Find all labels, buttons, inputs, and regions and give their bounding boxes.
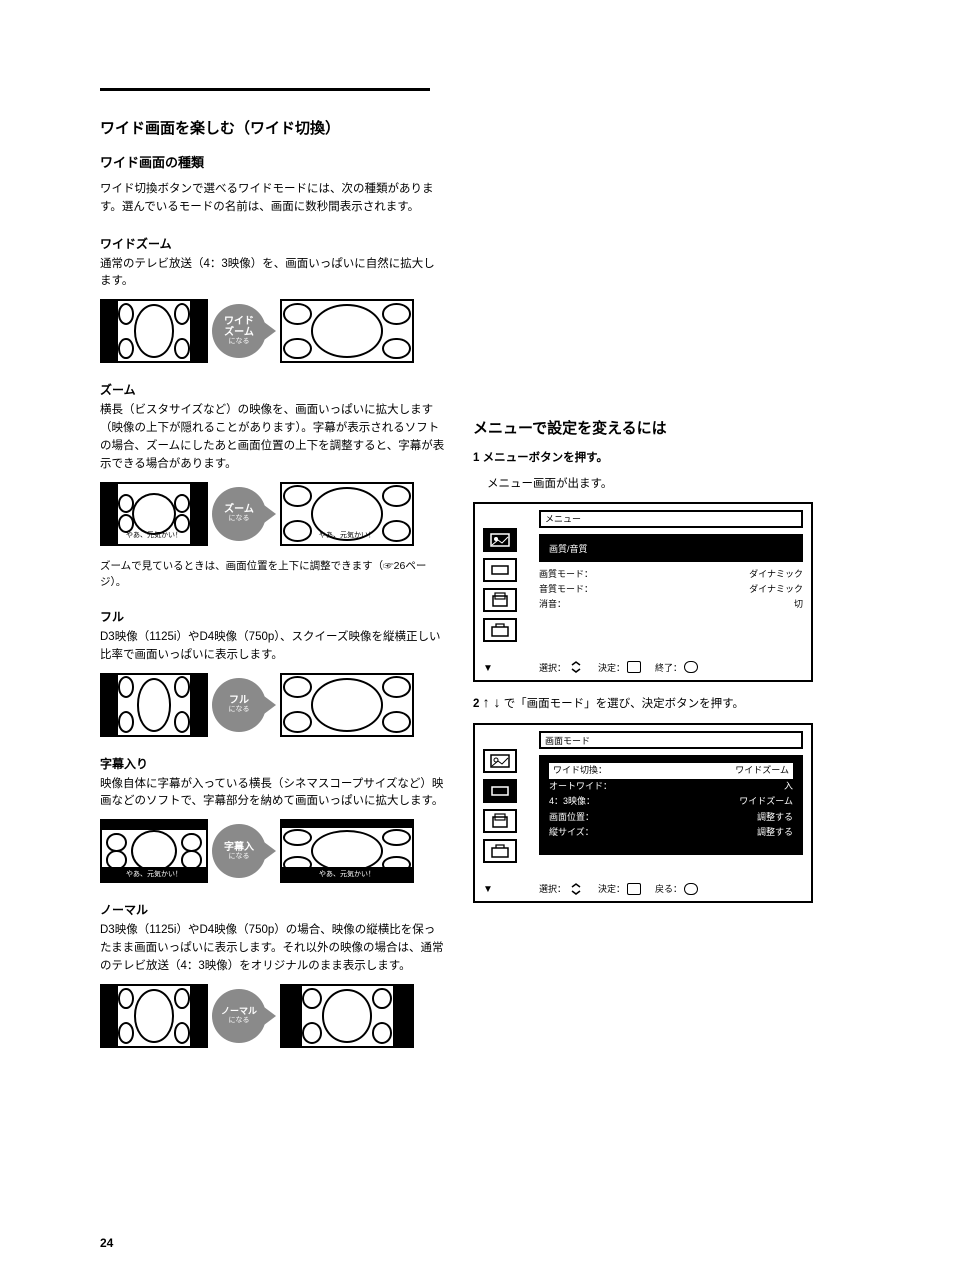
menu-content-1: 画質/音質 — [539, 534, 803, 562]
page-number: 24 — [100, 1236, 113, 1250]
menu-icon-channel — [483, 809, 517, 833]
arrow-right-icon — [264, 842, 276, 860]
diagram-row: フル になる — [100, 673, 445, 737]
step-1: 1 メニューボタンを押す。 — [473, 450, 853, 468]
mode-desc: D3映像（1125i）やD4映像（750p）、スクイーズ映像を縦横正しい比率で画… — [100, 629, 445, 665]
before-screen: やあ、元気かい！ — [100, 482, 208, 546]
menu-side-icons — [483, 528, 529, 642]
intro-text: ワイド切換ボタンで選べるワイドモードには、次の種類があります。選んでいるモードの… — [100, 181, 445, 217]
exit-key-icon — [684, 661, 698, 673]
mode-title: ワイドズーム — [100, 235, 445, 252]
mode-title: ズーム — [100, 381, 445, 398]
mode-desc: 映像自体に字幕が入っている横長（シネマスコープサイズなど）映画などのソフトで、字… — [100, 776, 445, 812]
arrow-right-icon — [264, 322, 276, 340]
arrow-right-icon — [264, 505, 276, 523]
menu-icon-screen — [483, 779, 517, 803]
mode-zoom: ズーム 横長（ビスタサイズなど）の映像を、画面いっぱいに拡大します（映像の上下が… — [100, 381, 445, 590]
page-title: ワイド画面を楽しむ（ワイド切換） — [100, 117, 445, 138]
menu-header: 画面モード — [539, 731, 803, 749]
after-screen — [280, 984, 414, 1048]
menu-icon-picture — [483, 749, 517, 773]
right-title: メニューで設定を変えるには — [473, 417, 853, 438]
scroll-down-icon: ▼ — [483, 663, 493, 674]
diagram-row: やあ、元気かい！ 字幕入 になる やあ、元気かい！ — [100, 819, 445, 883]
updown-icon-text: ↑ ↓ — [483, 694, 501, 710]
mode-full: フル D3映像（1125i）やD4映像（750p）、スクイーズ映像を縦横正しい比… — [100, 608, 445, 737]
diagram-row: やあ、元気かい！ ズーム になる やあ、元気かい！ — [100, 482, 445, 546]
after-screen — [280, 673, 414, 737]
menu-icon-picture — [483, 528, 517, 552]
menu-header: メニュー — [539, 510, 803, 528]
enter-key-icon — [627, 883, 641, 895]
left-column: ワイド画面を楽しむ（ワイド切換） ワイド画面の種類 ワイド切換ボタンで選べるワイ… — [100, 117, 445, 1060]
menu-side-icons — [483, 749, 529, 863]
mode-badge: ノーマル になる — [212, 989, 266, 1043]
subtitle: ワイド画面の種類 — [100, 152, 445, 171]
right-column: メニューで設定を変えるには 1 メニューボタンを押す。 メニュー画面が出ます。 … — [473, 117, 853, 1060]
before-screen — [100, 299, 208, 363]
menu-box-title: 画質/音質 — [549, 543, 588, 557]
menu-footer: 選択： 決定： 戻る： — [539, 882, 803, 895]
enter-key-icon — [627, 661, 641, 673]
menu-icon-setup — [483, 618, 517, 642]
menu-panel-2: 画面モード ワイド切換：ワイドズーム — [473, 723, 813, 903]
menu-panel-1: メニュー 画質/音質 — [473, 502, 813, 682]
mode-subtitle: 字幕入り 映像自体に字幕が入っている横長（シネマスコープサイズなど）映画などのソ… — [100, 755, 445, 884]
caption-text: やあ、元気かい！ — [282, 530, 412, 540]
before-screen — [100, 984, 208, 1048]
after-screen — [280, 299, 414, 363]
step-1-sub: メニュー画面が出ます。 — [487, 476, 853, 494]
mode-badge: ワイド ズーム になる — [212, 304, 266, 358]
caption-text: やあ、元気かい！ — [118, 530, 191, 540]
mode-desc: 通常のテレビ放送（4：3映像）を、画面いっぱいに自然に拡大します。 — [100, 256, 445, 292]
menu-icon-channel — [483, 588, 517, 612]
updown-icon — [568, 661, 584, 673]
arrow-right-icon — [264, 1007, 276, 1025]
mode-badge: フル になる — [212, 678, 266, 732]
before-screen — [100, 673, 208, 737]
menu-footer: 選択： 決定： 終了： — [539, 661, 803, 674]
step-2: 2 ↑ ↓ で「画面モード」を選び、決定ボタンを押す。 — [473, 692, 853, 714]
before-screen: やあ、元気かい！ — [100, 819, 208, 883]
caption-bar: やあ、元気かい！ — [282, 867, 412, 881]
menu-icon-setup — [483, 839, 517, 863]
scroll-down-icon: ▼ — [483, 884, 493, 895]
mode-title: ノーマル — [100, 901, 445, 918]
diagram-row: ノーマル になる — [100, 984, 445, 1048]
mode-title: フル — [100, 608, 445, 625]
mode-title: 字幕入り — [100, 755, 445, 772]
mode-widezoom: ワイドズーム 通常のテレビ放送（4：3映像）を、画面いっぱいに自然に拡大します。… — [100, 235, 445, 364]
mode-desc: 横長（ビスタサイズなど）の映像を、画面いっぱいに拡大します（映像の上下が隠れるこ… — [100, 402, 445, 473]
after-screen: やあ、元気かい！ — [280, 819, 414, 883]
zoom-note: ズームで見ているときは、画面位置を上下に調整できます（☞26ページ）。 — [100, 558, 445, 591]
caption-bar: やあ、元気かい！ — [102, 867, 206, 881]
mode-desc: D3映像（1125i）やD4映像（750p）の場合、映像の縦横比を保ったまま画面… — [100, 922, 445, 975]
updown-icon — [568, 883, 584, 895]
mode-badge: ズーム になる — [212, 487, 266, 541]
mode-normal: ノーマル D3映像（1125i）やD4映像（750p）の場合、映像の縦横比を保っ… — [100, 901, 445, 1047]
back-key-icon — [684, 883, 698, 895]
mode-badge: 字幕入 になる — [212, 824, 266, 878]
menu-icon-screen — [483, 558, 517, 582]
arrow-right-icon — [264, 696, 276, 714]
menu-content-2: ワイド切換：ワイドズーム オートワイド：入 4：3映像：ワイドズーム 画面位置：… — [539, 755, 803, 855]
diagram-row: ワイド ズーム になる — [100, 299, 445, 363]
after-screen: やあ、元気かい！ — [280, 482, 414, 546]
top-rule — [100, 88, 430, 91]
